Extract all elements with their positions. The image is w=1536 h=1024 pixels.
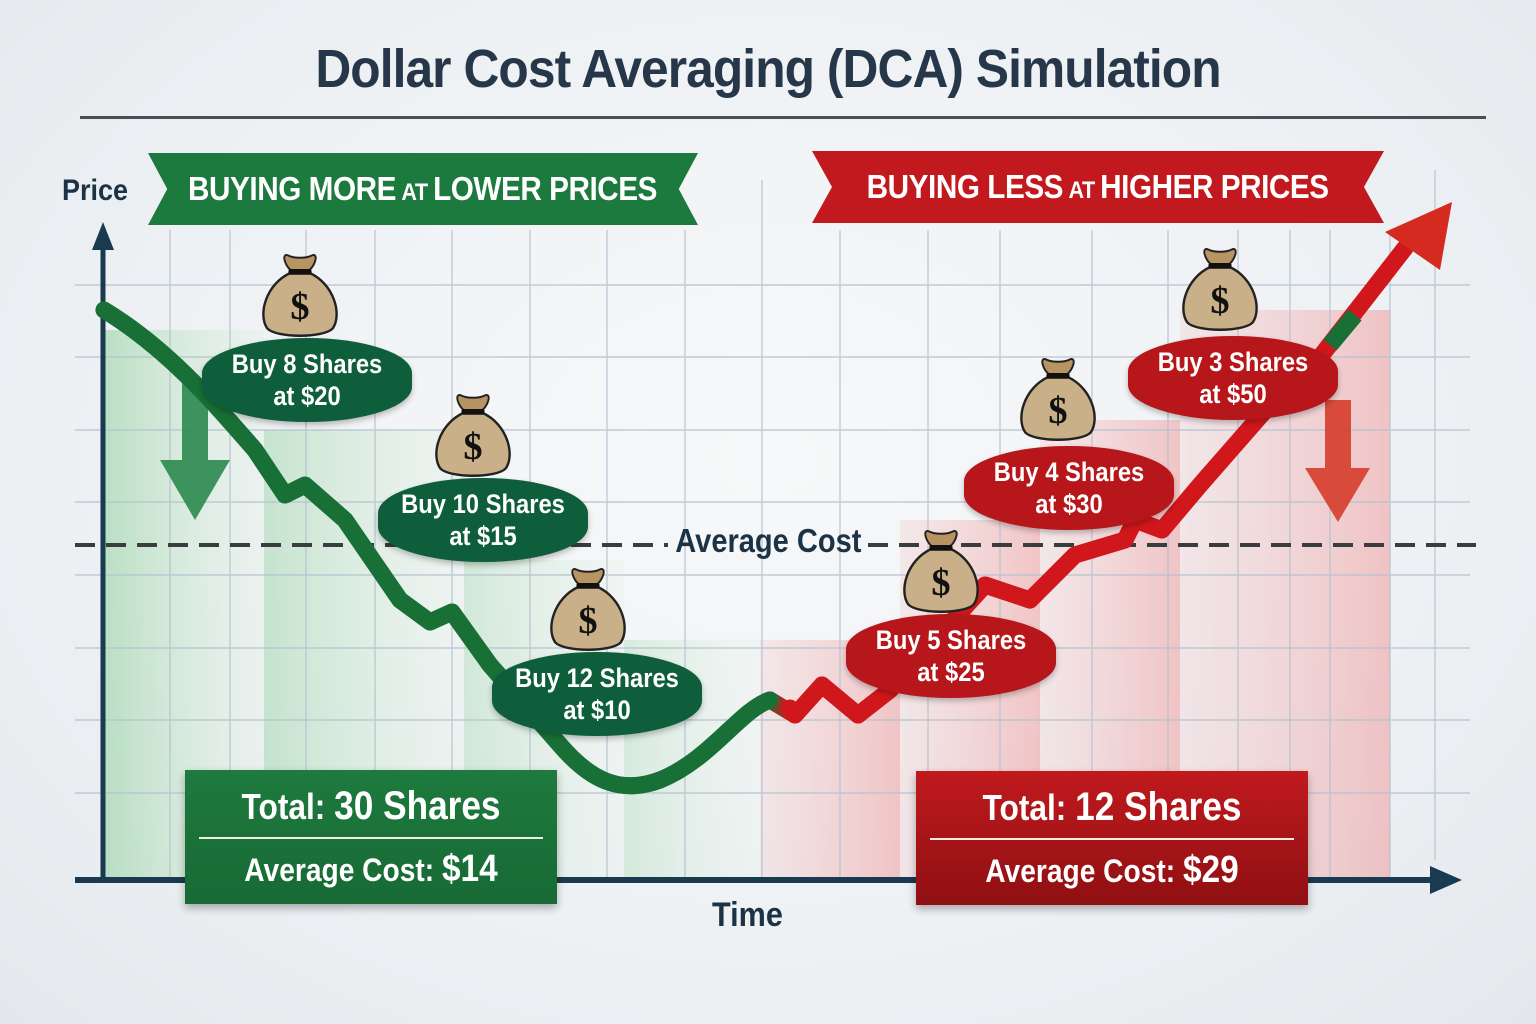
average-cost-label: Average Cost: bbox=[244, 852, 435, 888]
money-bag-icon: $ bbox=[262, 254, 338, 337]
svg-text:$: $ bbox=[290, 286, 309, 328]
banner-buying-less: BUYING LESS AT HIGHER PRICES bbox=[812, 151, 1384, 223]
banner-text: LOWER PRICES bbox=[433, 170, 658, 207]
purchase-price: at $20 bbox=[273, 381, 341, 411]
purchase-shares: Buy 12 Shares bbox=[515, 663, 679, 693]
total-shares: 12 Shares bbox=[1075, 785, 1242, 829]
average-cost-value: $14 bbox=[441, 848, 498, 890]
svg-text:$: $ bbox=[578, 600, 597, 642]
purchase-callout: Buy 12 Shares at $10 bbox=[492, 652, 702, 736]
banner-buying-more: BUYING MORE AT LOWER PRICES bbox=[148, 153, 698, 225]
svg-text:$: $ bbox=[931, 562, 950, 604]
money-bag-icon: $ bbox=[903, 530, 979, 613]
line-green-segment bbox=[1323, 309, 1362, 351]
purchase-price: at $15 bbox=[449, 521, 517, 551]
page-title: Dollar Cost Averaging (DCA) Simulation bbox=[315, 39, 1221, 99]
title-divider bbox=[80, 116, 1486, 119]
up-arrow-head-icon bbox=[1385, 202, 1452, 270]
svg-text:$: $ bbox=[1048, 390, 1067, 432]
banner-text-small: AT bbox=[401, 179, 429, 206]
svg-text:$: $ bbox=[463, 426, 482, 468]
average-cost-label: Average Cost bbox=[675, 522, 862, 559]
purchase-shares: Buy 10 Shares bbox=[401, 489, 565, 519]
y-axis bbox=[92, 222, 114, 880]
purchase-callout: Buy 10 Shares at $15 bbox=[378, 478, 588, 562]
banner-text: BUYING MORE bbox=[188, 170, 397, 207]
purchase-price: at $25 bbox=[917, 657, 985, 687]
totals-divider bbox=[199, 837, 543, 839]
banner-text-small: AT bbox=[1068, 177, 1096, 204]
banner-text: BUYING LESS bbox=[867, 168, 1064, 205]
y-axis-arrow-icon bbox=[92, 222, 114, 250]
banner-text: HIGHER PRICES bbox=[1100, 168, 1329, 205]
totals-divider bbox=[930, 838, 1294, 840]
down-arrow-red-icon bbox=[1305, 400, 1370, 522]
purchase-price: at $50 bbox=[1199, 379, 1267, 409]
purchase-shares: Buy 3 Shares bbox=[1157, 347, 1309, 377]
purchase-shares: Buy 4 Shares bbox=[993, 457, 1145, 487]
totals-box-falling: Total: 30 Shares Average Cost: $14 bbox=[185, 770, 557, 904]
purchase-callout: Buy 8 Shares at $20 bbox=[202, 338, 412, 422]
purchase-callout: Buy 3 Shares at $50 bbox=[1128, 336, 1338, 420]
average-cost-value: $29 bbox=[1182, 849, 1239, 891]
totals-box-rising: Total: 12 Shares Average Cost: $29 bbox=[916, 771, 1308, 905]
purchase-shares: Buy 8 Shares bbox=[231, 349, 383, 379]
y-axis-label: Price bbox=[62, 174, 129, 207]
total-shares: 30 Shares bbox=[334, 784, 501, 828]
purchase-shares: Buy 5 Shares bbox=[875, 625, 1027, 655]
svg-text:$: $ bbox=[1210, 280, 1229, 322]
purchase-callout: Buy 5 Shares at $25 bbox=[846, 614, 1056, 698]
purchase-price: at $10 bbox=[563, 695, 631, 725]
x-axis-arrow-icon bbox=[1430, 866, 1462, 894]
purchase-price: at $30 bbox=[1035, 489, 1103, 519]
money-bag-icon: $ bbox=[1020, 358, 1096, 441]
x-axis-label: Time bbox=[712, 896, 783, 934]
total-label: Total: bbox=[241, 786, 326, 827]
purchase-callout: Buy 4 Shares at $30 bbox=[964, 446, 1174, 530]
money-bag-icon: $ bbox=[1182, 248, 1258, 331]
total-label: Total: bbox=[982, 787, 1067, 828]
money-bag-icon: $ bbox=[550, 568, 626, 651]
average-cost-label: Average Cost: bbox=[985, 853, 1176, 889]
money-bag-icon: $ bbox=[435, 394, 511, 477]
